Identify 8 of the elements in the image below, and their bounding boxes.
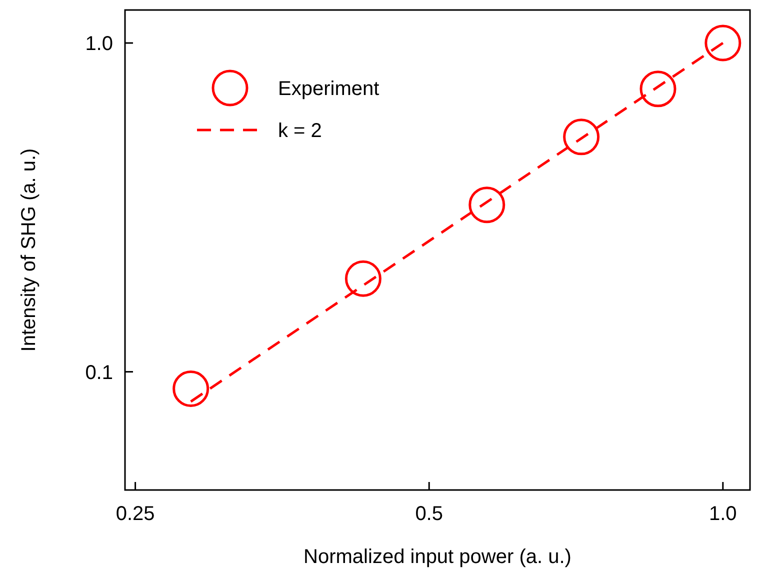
y-axis-title: Intensity of SHG (a. u.) [18, 148, 40, 352]
x-tick-label: 0.5 [415, 503, 444, 525]
y-tick-label: 0.1 [85, 362, 113, 384]
x-tick-label: 0.25 [116, 503, 155, 525]
x-tick-label: 1.0 [709, 503, 737, 525]
legend-label: Experiment [278, 78, 380, 100]
x-axis-title: Normalized input power (a. u.) [304, 546, 572, 568]
legend-label: k = 2 [278, 120, 322, 142]
